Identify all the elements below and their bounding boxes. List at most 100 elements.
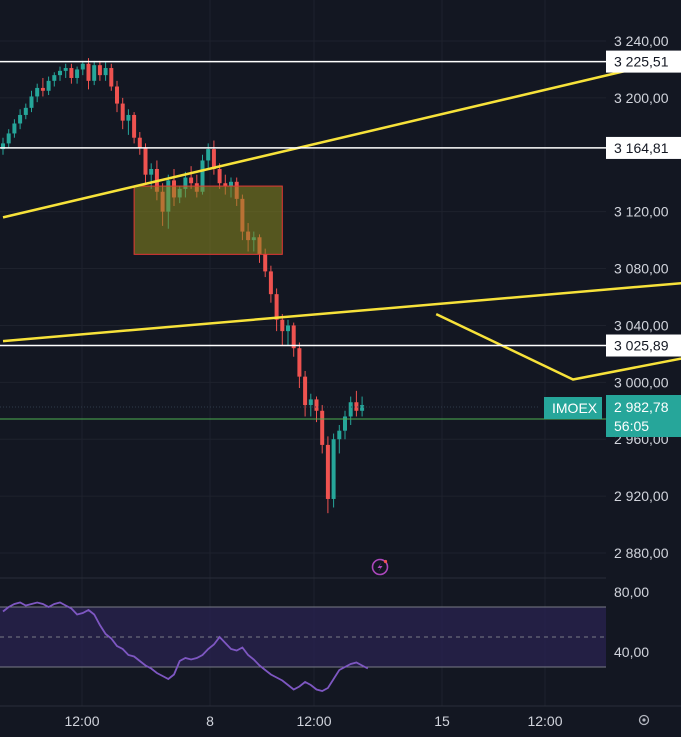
candle-body [18, 114, 23, 124]
candle-body [52, 75, 57, 81]
alert-icon-ring [371, 558, 389, 576]
symbol-badge[interactable] [544, 397, 602, 419]
candle[interactable] [69, 63, 74, 84]
candle[interactable] [280, 314, 285, 346]
candle[interactable] [109, 63, 114, 91]
trend-line[interactable] [2, 267, 681, 343]
rsi-pane[interactable]: 80,00 40,00 [0, 584, 649, 692]
projection-path[interactable] [435, 312, 681, 381]
candle-body [40, 87, 45, 91]
candle[interactable] [115, 80, 119, 113]
price-tick-label: 2 880,00 [614, 545, 669, 561]
last-price-label: 2 982,78 [614, 399, 669, 415]
candle-body [280, 319, 285, 332]
grid-layer [0, 0, 606, 706]
candle[interactable] [274, 288, 279, 332]
candle-body [263, 254, 268, 272]
level-tag-label: 3 164,81 [614, 140, 669, 156]
candle-body [75, 69, 80, 78]
candle[interactable] [354, 390, 359, 417]
settings-icon-ring [638, 714, 650, 726]
price-tick-label: 3 200,00 [614, 90, 669, 106]
time-tick-label: 12:00 [527, 713, 562, 729]
rsi-line[interactable] [2, 601, 369, 692]
candle-body [183, 177, 188, 189]
candle[interactable] [6, 129, 11, 148]
candle[interactable] [286, 319, 290, 346]
candle-body [80, 63, 85, 70]
candle[interactable] [75, 66, 80, 84]
candle-body [348, 402, 353, 417]
candle-body [29, 96, 34, 108]
candle[interactable] [86, 58, 91, 90]
candle[interactable] [149, 163, 154, 189]
level-tag-label: 3 025,89 [614, 338, 669, 354]
candle[interactable] [29, 90, 34, 113]
candle-body [229, 181, 233, 187]
candle[interactable] [120, 97, 125, 130]
candle[interactable] [1, 137, 5, 155]
candle-body [314, 399, 319, 411]
highlight-rectangle[interactable] [133, 185, 283, 255]
candle-body [97, 65, 102, 76]
candle[interactable] [331, 433, 336, 508]
candle[interactable] [143, 143, 148, 184]
price-tags: 3 225,51 3 164,81 3 025,89 IMOEX 2 982,78 56:… [544, 50, 681, 437]
level-tag-box [606, 50, 681, 73]
price-pane[interactable] [0, 30, 681, 514]
candle[interactable] [348, 396, 353, 425]
candle[interactable] [46, 76, 51, 96]
settings-icon[interactable] [638, 714, 650, 726]
candle-body [286, 325, 290, 332]
last-price-badge [606, 395, 681, 437]
candle[interactable] [337, 425, 342, 454]
rsi-tick-label: 80,00 [614, 584, 649, 600]
candle-body [200, 160, 205, 192]
candle[interactable] [92, 60, 97, 86]
candle[interactable] [97, 60, 102, 81]
candle-body [303, 376, 308, 406]
candle[interactable] [80, 60, 85, 76]
candle[interactable] [320, 405, 325, 454]
time-tick-label: 15 [434, 713, 450, 729]
candle[interactable] [308, 393, 313, 417]
candle[interactable] [137, 132, 142, 155]
candle[interactable] [297, 342, 302, 389]
candle[interactable] [63, 63, 68, 78]
candle[interactable] [189, 166, 194, 189]
candle[interactable] [303, 370, 308, 417]
candle-body [35, 87, 40, 97]
time-axis[interactable]: 12:00 8 12:00 15 12:00 [0, 705, 681, 729]
candle-body [23, 107, 28, 115]
price-tick-label: 3 240,00 [614, 33, 669, 49]
drawings-layer[interactable] [0, 30, 681, 420]
candle[interactable] [35, 83, 40, 103]
alert-icon[interactable] [371, 558, 389, 576]
candle[interactable] [40, 77, 45, 97]
candle-body [325, 444, 330, 499]
candle[interactable] [343, 410, 347, 440]
candle-body [58, 70, 62, 76]
candle[interactable] [291, 322, 296, 357]
candle[interactable] [360, 396, 365, 417]
candle[interactable] [58, 66, 62, 81]
candle[interactable] [52, 72, 57, 87]
candle[interactable] [314, 396, 319, 423]
level-tag-box [606, 136, 681, 159]
alert-icon-bolt [377, 562, 383, 572]
candle[interactable] [126, 109, 131, 135]
candle-body [211, 149, 216, 169]
candle[interactable] [12, 119, 17, 138]
candle-body [206, 149, 211, 161]
candle[interactable] [325, 436, 330, 514]
candle[interactable] [103, 62, 108, 81]
candle[interactable] [18, 109, 23, 130]
candle[interactable] [132, 112, 137, 144]
candle-body [137, 137, 142, 148]
candle[interactable] [268, 265, 273, 303]
candle[interactable] [23, 103, 28, 120]
price-axis[interactable]: 3 240,00 3 200,00 3 120,00 3 080,00 3 040,00… [614, 33, 669, 561]
price-tick-label: 3 080,00 [614, 261, 669, 277]
candle-body [268, 271, 273, 295]
